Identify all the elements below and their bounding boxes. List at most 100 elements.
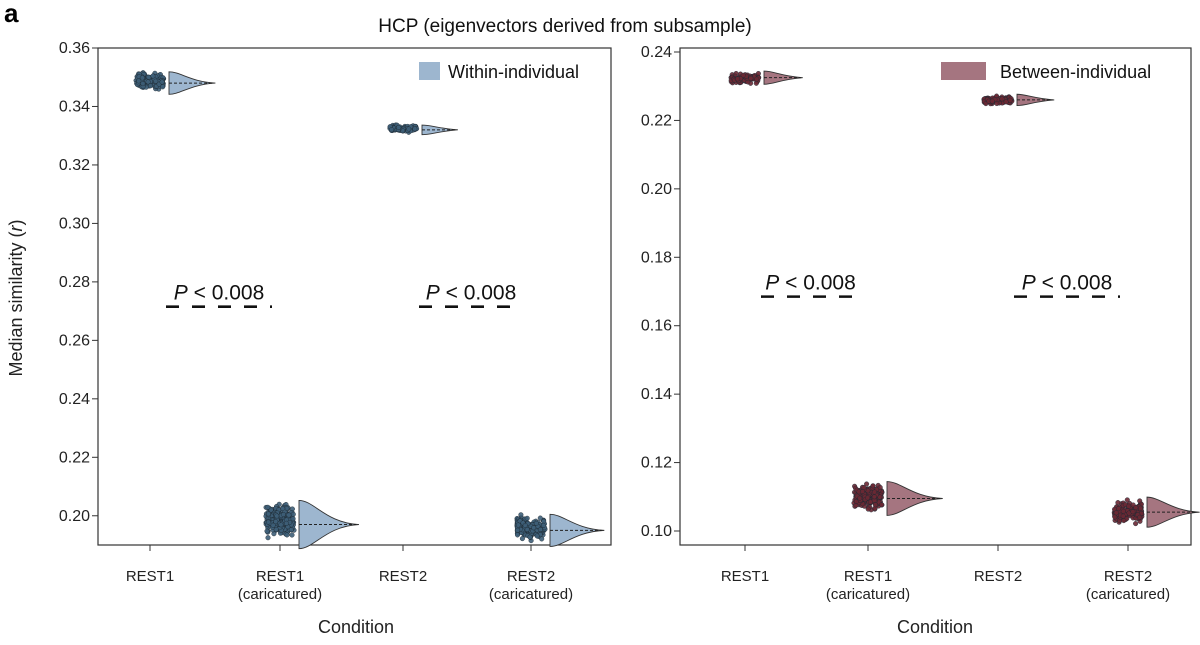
data-point xyxy=(274,513,280,519)
y-tick-label: 0.32 xyxy=(59,157,90,174)
p-threshold: < 0.008 xyxy=(188,282,264,305)
left-legend-swatch xyxy=(419,62,440,80)
x-tick-label: REST1 xyxy=(721,568,769,585)
y-tick-label: 0.36 xyxy=(59,40,90,57)
violin-shape xyxy=(1016,93,1055,106)
figure-title: HCP (eigenvectors derived from subsample… xyxy=(378,16,751,37)
data-point xyxy=(537,515,543,521)
p-value-label: P < 0.008 xyxy=(1022,272,1113,295)
data-point xyxy=(283,520,290,526)
right-legend: Between-individual xyxy=(941,62,1151,82)
p-symbol: P xyxy=(174,282,188,305)
right-legend-swatch xyxy=(941,62,986,80)
data-point xyxy=(515,522,521,528)
data-point xyxy=(514,532,521,538)
data-point xyxy=(865,495,871,501)
data-point xyxy=(265,511,271,517)
distribution-group xyxy=(728,70,803,86)
data-point xyxy=(284,532,290,538)
data-point xyxy=(406,126,412,132)
y-tick-label: 0.14 xyxy=(641,386,672,403)
data-point xyxy=(870,483,876,489)
data-point xyxy=(290,511,296,517)
distribution-group xyxy=(981,93,1055,107)
right-y-axis: 0.10 0.12 0.14 0.16 0.18 0.20 0.22 0.24 xyxy=(641,44,680,540)
distribution-group xyxy=(514,512,605,547)
p-value-label: P < 0.008 xyxy=(765,272,856,295)
data-point xyxy=(1112,514,1118,520)
left-x-axis: REST1 REST1(caricatured)REST2 REST2(carica… xyxy=(126,545,573,603)
right-data-marks xyxy=(728,70,1200,528)
data-point xyxy=(145,79,151,85)
violin-shape xyxy=(168,71,216,95)
distribution-group xyxy=(387,122,458,136)
data-point xyxy=(859,488,866,495)
y-tick-label: 0.18 xyxy=(641,249,672,266)
distribution-group xyxy=(133,70,216,95)
data-point xyxy=(270,522,276,528)
data-point xyxy=(533,520,539,526)
data-point xyxy=(389,127,395,133)
data-point xyxy=(273,519,279,525)
data-point xyxy=(286,512,292,518)
data-point xyxy=(1120,513,1126,519)
x-tick-label: REST1 xyxy=(126,568,174,585)
right-x-axis: REST1 REST1(caricatured)REST2 REST2(carica… xyxy=(721,545,1170,603)
data-point xyxy=(273,526,279,532)
left-annotations: P < 0.008 P < 0.008 xyxy=(166,282,523,309)
p-symbol: P xyxy=(765,272,779,295)
data-point xyxy=(1137,505,1144,511)
y-tick-label: 0.28 xyxy=(59,274,90,291)
data-point xyxy=(865,506,871,512)
data-point xyxy=(289,532,295,538)
x-tick-sublabel: (caricatured) xyxy=(826,586,910,603)
x-tick-label: REST2 xyxy=(379,568,427,585)
data-point xyxy=(264,528,270,534)
y-axis-title-end: ) xyxy=(6,219,26,225)
data-point xyxy=(139,75,145,81)
data-point xyxy=(288,527,294,533)
data-point xyxy=(265,519,271,525)
distribution-group xyxy=(851,481,943,516)
y-tick-label: 0.26 xyxy=(59,332,90,349)
data-point xyxy=(539,536,545,542)
right-annotations: P < 0.008 P < 0.008 xyxy=(761,272,1120,298)
data-point xyxy=(140,81,146,87)
data-point xyxy=(989,98,995,104)
data-point xyxy=(864,481,870,487)
right-x-axis-title: Condition xyxy=(897,617,973,637)
violin-shape xyxy=(763,70,803,85)
x-tick-label: REST2 xyxy=(507,568,555,585)
data-point xyxy=(280,506,286,512)
data-point xyxy=(1133,505,1139,511)
data-point xyxy=(524,515,530,521)
y-tick-label: 0.16 xyxy=(641,318,672,335)
y-tick-label: 0.34 xyxy=(59,98,90,115)
p-threshold: < 0.008 xyxy=(779,272,855,295)
data-point xyxy=(412,126,418,132)
p-threshold: < 0.008 xyxy=(440,282,516,305)
data-point xyxy=(1113,510,1119,516)
x-tick-label: REST1 xyxy=(844,568,892,585)
left-legend-label: Within-individual xyxy=(448,62,579,82)
data-point xyxy=(1116,506,1122,512)
data-point xyxy=(1126,503,1132,509)
data-point xyxy=(753,80,759,86)
data-point xyxy=(136,78,142,84)
x-tick-sublabel: (caricatured) xyxy=(238,586,322,603)
data-point xyxy=(278,522,284,528)
data-point xyxy=(268,507,274,513)
data-point xyxy=(999,96,1005,102)
data-point xyxy=(534,533,540,539)
p-symbol: P xyxy=(1022,272,1036,295)
x-tick-label: REST1 xyxy=(256,568,304,585)
data-point xyxy=(524,526,530,533)
data-point xyxy=(537,526,543,533)
left-legend: Within-individual xyxy=(419,62,579,82)
data-point xyxy=(531,525,537,531)
left-x-axis-title: Condition xyxy=(318,617,394,637)
data-point xyxy=(1137,498,1143,504)
data-point xyxy=(872,502,878,508)
data-point xyxy=(748,75,754,81)
data-point xyxy=(527,534,533,540)
